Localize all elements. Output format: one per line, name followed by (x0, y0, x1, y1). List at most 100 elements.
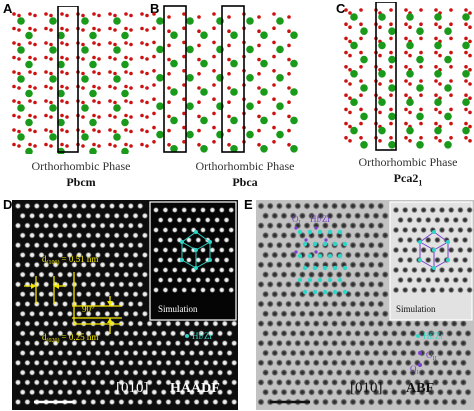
oxygen-atom (464, 136, 468, 140)
atom-column (212, 339, 219, 347)
atom-column (127, 398, 135, 406)
hf-zr-atom (260, 116, 268, 125)
atom-column (363, 388, 371, 396)
phase-caption-b: Orthorhombic Phase (195, 159, 295, 173)
oxygen-atom (33, 86, 37, 90)
atom-column (317, 270, 325, 279)
simulated-atom-column (228, 226, 235, 234)
oxygen-atom (378, 139, 382, 143)
oxygen-atom (287, 100, 291, 104)
hf-zr-atom (25, 118, 33, 127)
oxygen-atom (257, 114, 261, 119)
atom-column (404, 359, 412, 367)
hf-zr-atom (17, 104, 25, 112)
hf-zr-atom (170, 88, 178, 96)
oxygen-atom (464, 79, 468, 83)
atom-column (80, 261, 88, 269)
hf-zr-atom (170, 59, 178, 68)
oxygen-atom (359, 36, 363, 41)
hf-zr-atom (246, 102, 254, 110)
atom-column (340, 339, 348, 347)
atom-column (226, 388, 233, 396)
oxygen-atom (108, 55, 112, 60)
oxygen-atom (49, 115, 53, 119)
atom-column (381, 329, 389, 338)
atom-column (459, 339, 468, 347)
atom-column (85, 251, 92, 259)
atom-column (353, 310, 362, 318)
oxygen-atom (419, 93, 423, 97)
hf-zr-atom (156, 102, 164, 110)
atom-column (303, 359, 311, 367)
atom-column (326, 310, 334, 318)
oxygen-atom (152, 83, 156, 87)
atom-column (136, 320, 144, 327)
atom-column (455, 388, 463, 396)
oxygen-atom (348, 139, 352, 143)
atom-column (358, 339, 366, 347)
model-bond (181, 259, 197, 269)
atom-column (146, 359, 154, 367)
oxygen-atom (348, 53, 352, 58)
hf-zr-atom (246, 130, 254, 139)
oxygen-atom (197, 72, 201, 76)
oxygen-atom (124, 12, 128, 16)
simulated-atom-column (162, 286, 169, 294)
oxygen-atom (65, 86, 69, 90)
atom-column (399, 329, 408, 338)
oxygen-atom (449, 107, 453, 112)
atom-column (330, 221, 339, 230)
oxygen-atom (464, 93, 468, 97)
oxygen-atom (65, 129, 69, 134)
oxygen-atom (108, 128, 112, 132)
atom-column (127, 222, 135, 229)
simulated-atom-column (429, 206, 437, 214)
oxygen-atom (92, 55, 96, 60)
atom-column (372, 349, 380, 357)
oxygen-atom (359, 79, 363, 83)
atom-column (155, 379, 163, 386)
simulated-atom-column (447, 286, 455, 294)
oxygen-atom (113, 42, 117, 47)
oxygen-atom (359, 8, 363, 12)
oxygen-atom (167, 72, 171, 76)
atom-column (390, 388, 399, 396)
atom-column (284, 319, 293, 328)
atom-column (422, 339, 431, 347)
simulated-atom-column (199, 246, 207, 254)
atom-column (441, 319, 449, 328)
atom-column (207, 330, 215, 337)
oxygen-atom (92, 84, 96, 89)
atom-column (413, 378, 422, 387)
atom-column (103, 349, 111, 357)
atom-column (47, 310, 55, 318)
atom-column (422, 319, 431, 328)
atom-column (427, 349, 435, 357)
atom-column (47, 349, 55, 357)
atom-column (390, 368, 399, 377)
atom-column (372, 368, 380, 377)
atom-column (353, 270, 362, 279)
hf-zr-atom (434, 98, 442, 106)
atom-column (353, 212, 362, 220)
hf-zr-atom (81, 104, 89, 112)
hf-zr-atom (113, 75, 121, 83)
atom-column (118, 359, 125, 367)
oxygen-atom (404, 107, 408, 112)
oxygen-atom (108, 113, 112, 118)
atom-column (303, 202, 311, 210)
atom-column (349, 319, 357, 328)
hf-zr-atom (81, 133, 89, 141)
atom-column (266, 261, 274, 269)
atom-column (66, 251, 74, 259)
atom-column (376, 261, 385, 269)
simulated-atom-column (438, 206, 446, 214)
atom-column (56, 330, 64, 337)
oxygen-atom (227, 29, 231, 33)
atom-column (275, 261, 284, 269)
oxygen-atom (167, 128, 171, 133)
simulated-atom-column (190, 286, 197, 294)
oxygen-atom (124, 26, 128, 31)
hf-zr-atom (89, 118, 97, 127)
oxygen-atom (167, 15, 171, 19)
